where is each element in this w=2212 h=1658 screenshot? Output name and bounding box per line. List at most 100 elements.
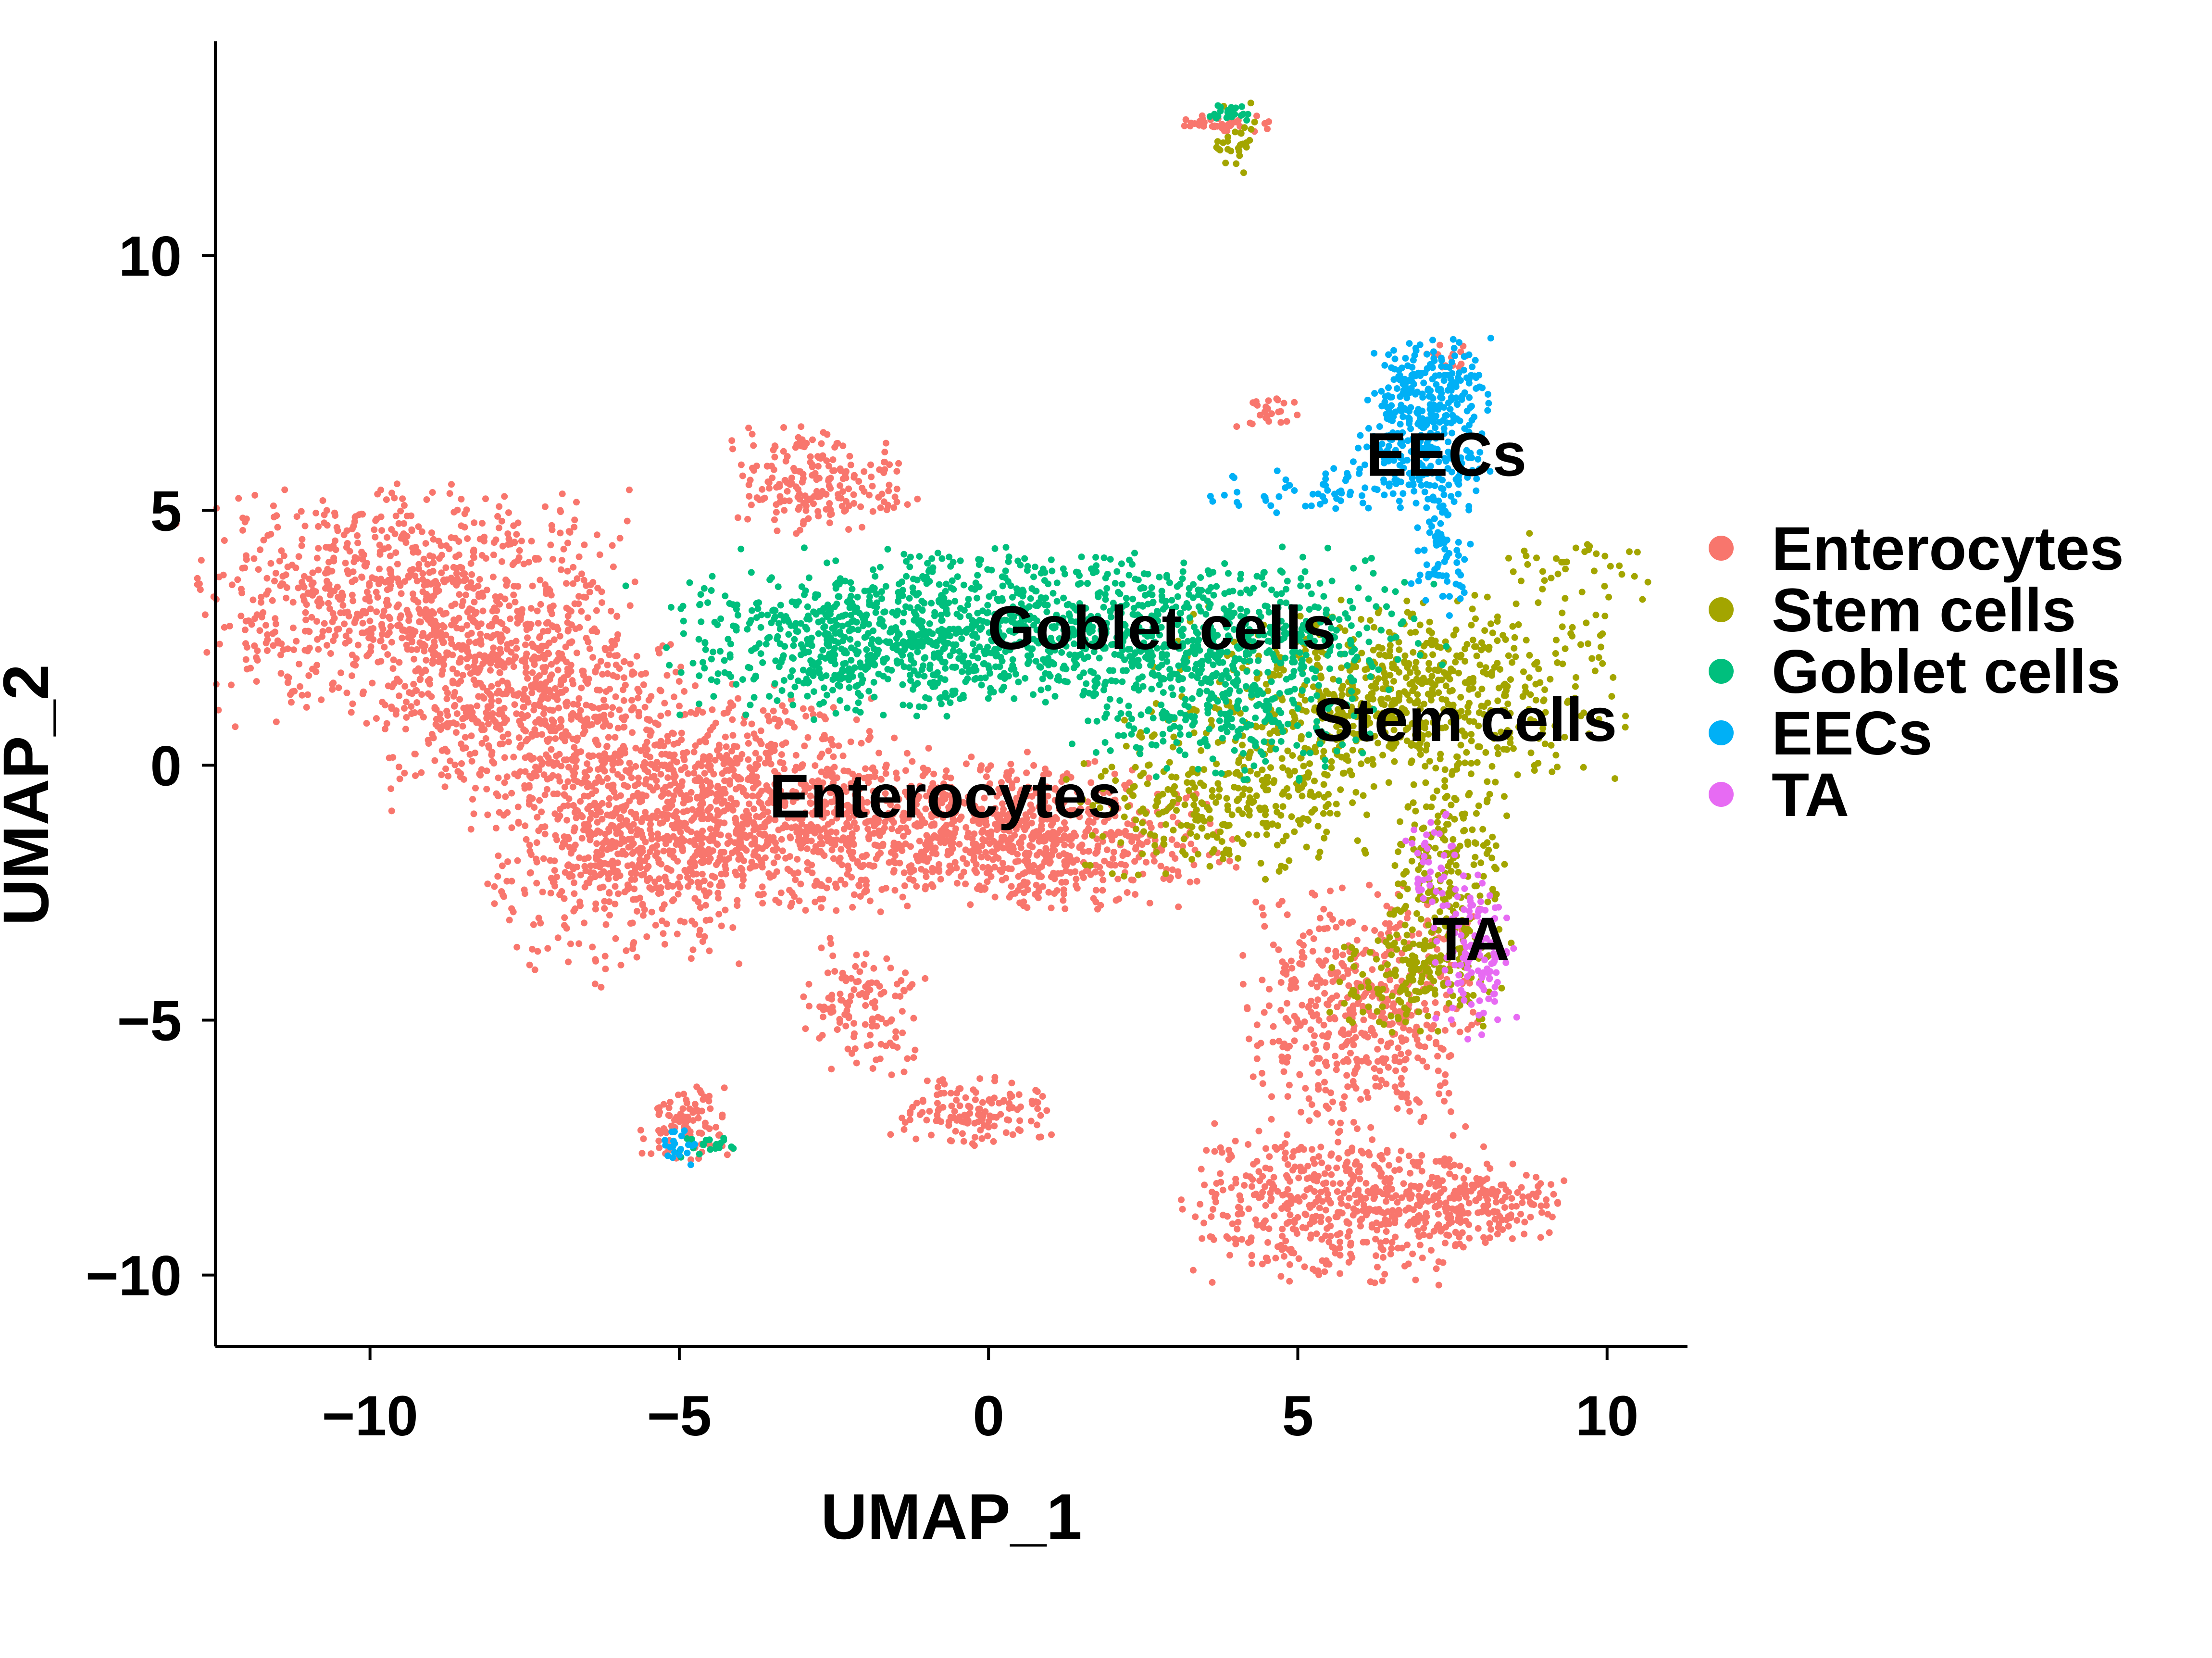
data-point <box>489 573 497 580</box>
data-point <box>794 869 801 876</box>
data-point <box>508 687 515 694</box>
data-point <box>403 698 410 705</box>
data-point <box>1199 1235 1206 1242</box>
data-point <box>414 599 422 606</box>
data-point <box>518 711 525 718</box>
data-point <box>732 819 739 826</box>
data-point <box>379 626 387 633</box>
data-point <box>1310 935 1317 942</box>
data-point <box>877 908 884 916</box>
data-point <box>384 534 390 541</box>
data-point <box>710 770 717 778</box>
data-point <box>655 1111 662 1118</box>
data-point <box>846 502 853 509</box>
data-point <box>327 545 334 552</box>
data-point <box>1434 1053 1441 1060</box>
data-point <box>894 980 900 988</box>
data-point <box>633 831 640 839</box>
data-point <box>1405 1049 1412 1056</box>
data-point <box>348 709 355 716</box>
data-point <box>481 538 487 545</box>
data-point <box>728 849 736 856</box>
data-point <box>474 702 481 709</box>
data-point <box>1347 1050 1354 1056</box>
data-point <box>771 716 778 722</box>
data-point <box>431 704 438 711</box>
data-point <box>472 619 479 626</box>
data-point <box>697 927 703 934</box>
data-point <box>739 813 747 820</box>
data-point <box>990 1138 997 1145</box>
data-point <box>428 593 435 601</box>
data-point <box>397 507 404 515</box>
data-point <box>861 853 868 860</box>
data-point <box>699 800 706 807</box>
data-point <box>622 767 629 774</box>
data-point <box>570 564 577 571</box>
data-point <box>447 757 454 765</box>
data-point <box>349 591 356 599</box>
data-point <box>593 812 600 819</box>
data-point <box>560 545 567 553</box>
data-point <box>583 773 590 780</box>
data-point <box>1124 889 1131 896</box>
data-point <box>676 1118 683 1125</box>
data-point <box>817 455 824 462</box>
data-point <box>514 620 521 627</box>
data-point <box>1386 920 1393 927</box>
data-point <box>959 1130 966 1137</box>
data-point <box>410 549 417 556</box>
data-point <box>520 726 527 733</box>
data-point <box>482 495 489 502</box>
data-point <box>1280 1253 1287 1260</box>
data-point <box>413 646 421 653</box>
data-point <box>593 803 600 810</box>
data-point <box>826 519 833 527</box>
data-point <box>883 955 890 962</box>
data-point <box>1030 868 1037 875</box>
data-point <box>1393 924 1400 931</box>
data-point <box>629 729 636 736</box>
data-point <box>862 888 869 895</box>
data-point <box>614 725 622 732</box>
data-point <box>1464 1026 1471 1033</box>
data-point <box>541 717 548 724</box>
data-point <box>598 588 605 595</box>
data-point <box>1050 842 1057 850</box>
data-point <box>1333 1060 1340 1068</box>
data-point <box>464 631 472 639</box>
data-point <box>669 729 676 737</box>
data-point <box>1114 876 1122 883</box>
data-point <box>991 893 999 901</box>
data-point <box>325 600 332 607</box>
data-point <box>368 574 375 581</box>
data-point <box>613 807 620 814</box>
data-point <box>302 609 309 616</box>
data-point <box>691 1101 699 1108</box>
data-point <box>460 704 467 712</box>
data-point <box>1421 1043 1428 1051</box>
data-point <box>442 765 450 772</box>
data-point <box>1250 1073 1257 1080</box>
data-point <box>547 890 554 897</box>
data-point <box>1296 939 1303 946</box>
data-point <box>744 515 751 523</box>
data-point <box>631 885 638 892</box>
data-point <box>1259 1069 1265 1077</box>
data-point <box>523 738 529 745</box>
data-point <box>544 695 551 702</box>
data-point <box>542 751 550 758</box>
data-point <box>862 881 870 889</box>
data-point <box>1034 1121 1041 1129</box>
data-point <box>621 658 628 665</box>
data-point <box>496 706 503 714</box>
data-point <box>795 434 802 441</box>
data-point <box>226 623 233 629</box>
data-point <box>1328 970 1335 978</box>
data-point <box>1364 1094 1372 1101</box>
data-point <box>431 757 438 764</box>
data-point <box>535 915 542 922</box>
data-point <box>562 728 569 735</box>
data-point <box>1277 1006 1285 1014</box>
data-point <box>443 610 450 617</box>
